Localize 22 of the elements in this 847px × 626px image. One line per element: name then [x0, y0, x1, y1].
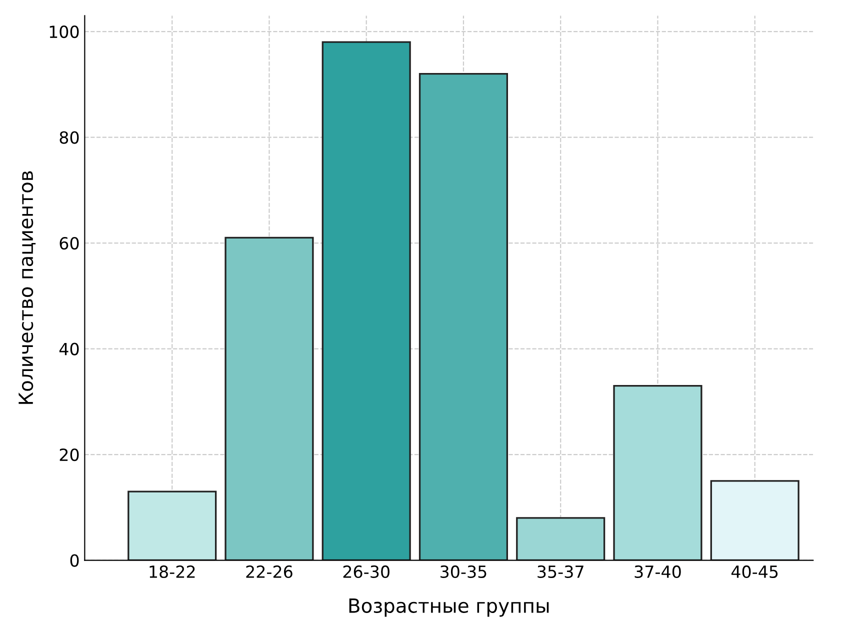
bar — [710, 480, 800, 560]
y-tick-label: 60 — [60, 236, 79, 250]
x-tick-label: 22-26 — [246, 565, 292, 578]
y-tick-label: 20 — [60, 448, 79, 462]
y-tick-label: 100 — [50, 25, 79, 38]
bar — [613, 384, 702, 560]
y-tick-label: 40 — [59, 342, 79, 356]
x-tick-label: 26-30 — [343, 565, 390, 578]
x-tick-label: 18-22 — [150, 565, 195, 578]
y-tick-label: 80 — [60, 131, 79, 144]
x-tick-label: 35-37 — [538, 565, 584, 578]
y-tick-label: 0 — [70, 554, 79, 567]
bar — [516, 517, 606, 560]
x-axis-title: Возрастные группы — [349, 598, 549, 617]
bar — [418, 72, 508, 560]
bar — [128, 490, 217, 560]
bar — [322, 41, 411, 560]
x-tick-label: 30-35 — [440, 565, 486, 578]
bar — [224, 236, 314, 560]
y-axis-title: Количество пациентов — [18, 171, 36, 404]
x-tick-label: 40-45 — [731, 565, 778, 578]
x-tick-label: 37-40 — [634, 565, 681, 578]
